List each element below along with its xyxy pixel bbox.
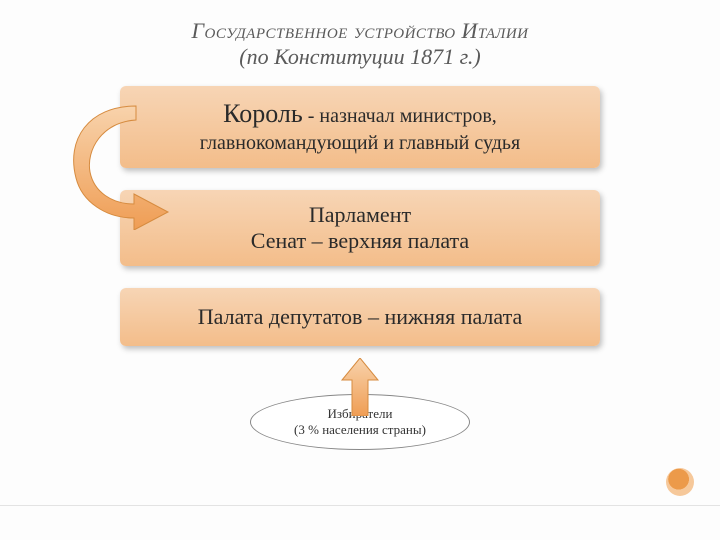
king-word: Король <box>223 99 303 128</box>
box-king: Король - назначал министров, главнокоман… <box>120 86 600 168</box>
voters-line-1: Избиратели <box>328 406 393 422</box>
voters-line-2: (3 % населения страны) <box>294 422 426 438</box>
deputies-line: Палата депутатов – нижняя палата <box>198 304 523 330</box>
parliament-line-1: Парламент <box>138 202 582 228</box>
box-deputies: Палата депутатов – нижняя палата <box>120 288 600 346</box>
box-king-text: Король - назначал министров, главнокоман… <box>138 98 582 156</box>
parliament-line-2: Сенат – верхняя палата <box>138 228 582 254</box>
voters-ellipse: Избиратели (3 % населения страны) <box>250 394 470 450</box>
slide-baseline <box>0 505 720 506</box>
title-line-1: Государственное устройство Италии <box>0 18 720 44</box>
title-line-2: (по Конституции 1871 г.) <box>0 44 720 70</box>
voters-ellipse-wrap: Избиратели (3 % населения страны) <box>250 394 470 450</box>
slide-title: Государственное устройство Италии (по Ко… <box>0 0 720 80</box>
box-parliament: Парламент Сенат – верхняя палата <box>120 190 600 266</box>
hierarchy-boxes: Король - назначал министров, главнокоман… <box>120 86 600 346</box>
decorative-circle-icon <box>666 468 694 496</box>
